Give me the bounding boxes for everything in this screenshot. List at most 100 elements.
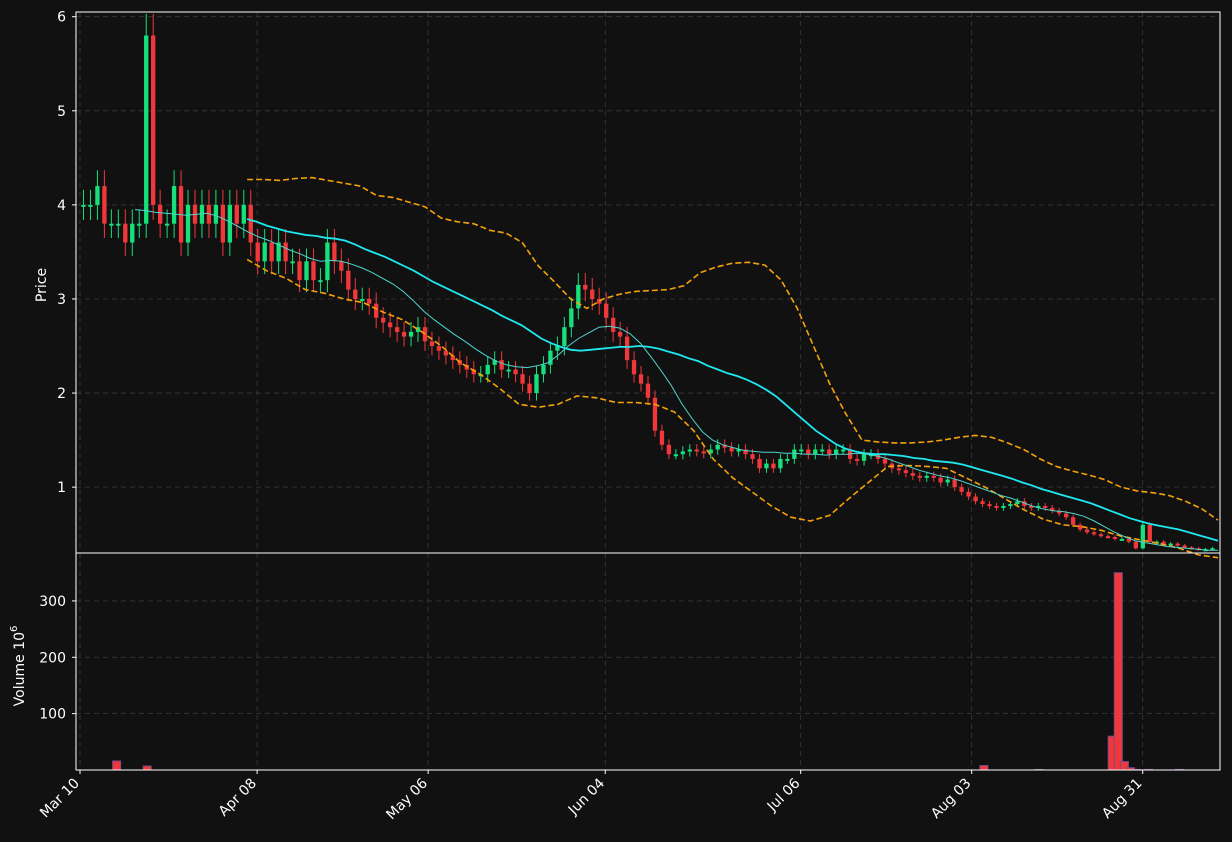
candle-body (1168, 543, 1173, 546)
candle-body (896, 468, 902, 471)
candle-body (973, 496, 978, 502)
price-tick-label: 6 (57, 10, 66, 26)
volume-label-exponent: 6 (9, 626, 20, 632)
candle-body (966, 491, 971, 497)
candle-body (1001, 505, 1006, 508)
candle-body (137, 223, 142, 226)
bollinger-lower-line (246, 258, 1219, 559)
candle-body (1175, 543, 1180, 546)
candle-body (903, 470, 909, 474)
candle-body (959, 487, 964, 492)
candle-body (499, 360, 504, 370)
candle-body (548, 350, 553, 365)
candle-body (443, 350, 449, 356)
candle-body (527, 383, 532, 394)
volume-y-ticks: 100 200 300 (39, 594, 76, 723)
candle-body (436, 346, 442, 351)
candle-body (276, 242, 281, 262)
candle-body (861, 454, 867, 461)
candle-body (213, 204, 219, 224)
candle-body (353, 289, 358, 299)
volume-axis-label: Volume 106 (9, 626, 28, 707)
candle-body (485, 364, 490, 375)
candle-body (234, 204, 239, 224)
candle-body (590, 289, 595, 299)
candle-body (834, 449, 839, 455)
bollinger-upper-line (247, 176, 1219, 521)
candle-body (269, 242, 274, 262)
candle-body (687, 449, 692, 452)
candle-body (645, 383, 651, 398)
price-tick-label: 5 (57, 104, 66, 120)
price-tick-label: 2 (57, 386, 66, 402)
candle-body (506, 369, 511, 372)
candle-body (415, 327, 421, 332)
candle-body (471, 369, 476, 375)
candle-body (638, 374, 644, 384)
candle-body (360, 298, 365, 301)
candle-body (1161, 541, 1166, 544)
candle-body (520, 374, 525, 384)
candle-body (88, 204, 93, 207)
candle-body (652, 397, 658, 431)
candle-body (220, 204, 226, 243)
candle-body (95, 186, 100, 205)
candle-body (1091, 532, 1097, 535)
candle-body (401, 331, 407, 337)
volume-bar (112, 760, 122, 771)
candle-body (262, 242, 267, 262)
candle-body (820, 449, 825, 452)
candle-body (1015, 501, 1020, 505)
candle-body (931, 475, 936, 478)
candle-body (631, 360, 637, 375)
candle-body (583, 284, 588, 290)
candle-body (164, 223, 170, 226)
candle-body (255, 242, 260, 262)
candle-body (1077, 524, 1083, 530)
candle-body (1063, 513, 1069, 518)
candle-body (541, 364, 546, 375)
candle-body (297, 261, 302, 281)
candle-body (332, 242, 337, 262)
candle-body (764, 463, 769, 469)
candle-body (367, 298, 372, 304)
candle-body (1210, 548, 1215, 551)
volume-panel-frame (75, 552, 1221, 771)
candle-body (387, 322, 393, 328)
candle-body (123, 223, 128, 243)
candle-body (534, 374, 539, 394)
volume-bar (142, 765, 152, 771)
candle-body (429, 341, 435, 347)
candle-body (597, 298, 602, 304)
candle-body (450, 355, 456, 361)
candle-body (374, 303, 379, 318)
candle-body (1008, 504, 1013, 507)
candle-body (318, 280, 323, 283)
candle-body (938, 477, 943, 483)
candle-body (304, 261, 309, 281)
candle-body (1140, 524, 1145, 549)
candle-body (171, 186, 177, 224)
candle-body (1070, 517, 1076, 525)
candle-body (1112, 537, 1118, 540)
candle-body (799, 449, 804, 452)
candle-body (987, 504, 992, 507)
candle-body (952, 479, 957, 488)
candle-body (722, 444, 727, 448)
candle-body (394, 327, 400, 332)
candle-body (806, 449, 811, 455)
candle-body (708, 449, 713, 454)
volume-tick-label: 100 (39, 707, 66, 723)
candle-body (290, 261, 295, 264)
candle-body (1036, 505, 1041, 508)
candle-body (1029, 505, 1034, 508)
candle-body (241, 204, 246, 224)
candle-body (144, 35, 149, 224)
candle-body (617, 331, 623, 337)
candle-body (325, 242, 330, 281)
candlesticks (81, 13, 1215, 552)
candle-body (102, 186, 107, 224)
candle-body (562, 327, 567, 347)
